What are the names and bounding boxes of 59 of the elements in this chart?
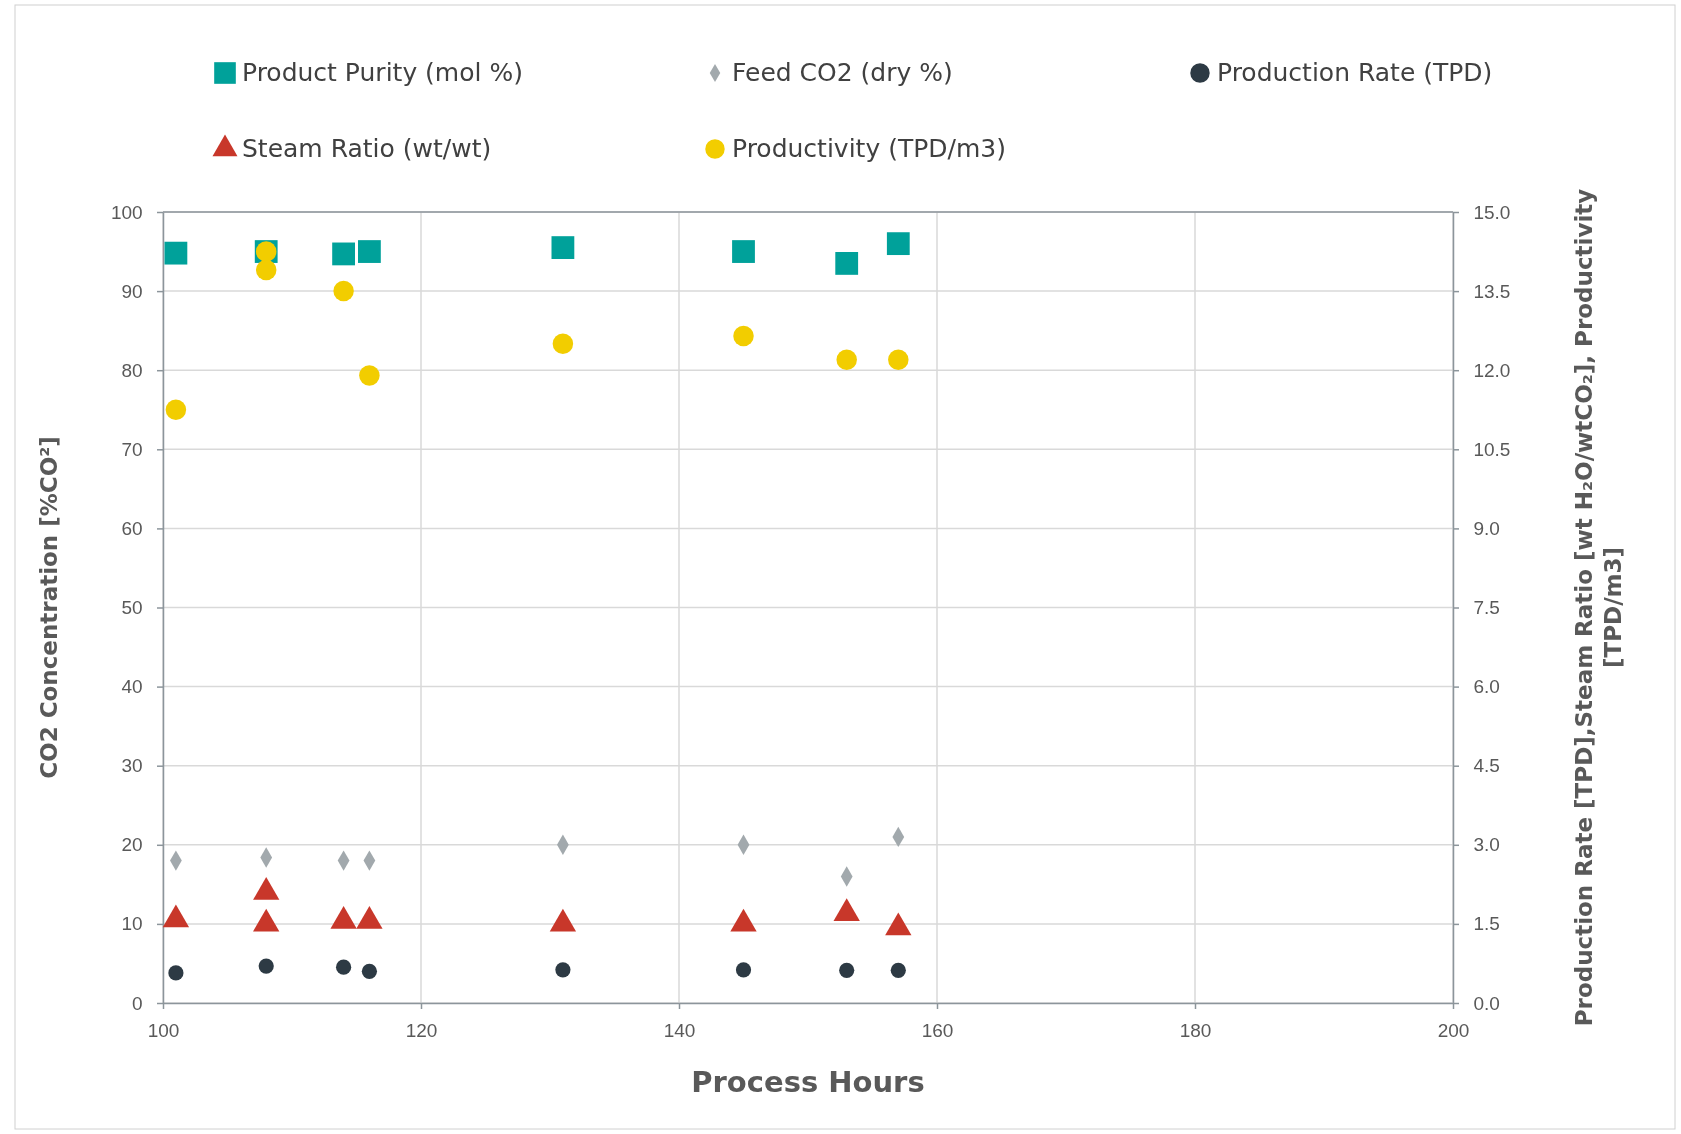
point <box>888 349 909 370</box>
point <box>258 958 274 974</box>
y2-tick-label: 15.0 <box>1473 201 1511 223</box>
legend-label: Productivity (TPD/m3) <box>732 134 1006 163</box>
x-tick-label: 120 <box>405 1019 438 1041</box>
legend-label: Feed CO2 (dry %) <box>732 58 953 87</box>
point <box>255 259 277 281</box>
point <box>886 232 910 256</box>
y2-tick-label: 13.5 <box>1473 280 1511 302</box>
point <box>332 242 355 266</box>
x-tick-label: 180 <box>1179 1019 1212 1041</box>
point <box>168 965 184 981</box>
y-tick-label: 30 <box>121 755 143 777</box>
y-tick-label: 40 <box>121 676 143 698</box>
y2-axis-title: Production Rate [TPD],Steam Ratio [wt H₂O/wtCO₂], Productivity [TPD/m3] <box>1571 188 1626 1027</box>
legend-label: Product Purity (mol %) <box>242 58 523 87</box>
y2-tick-label: 7.5 <box>1473 597 1500 619</box>
y-tick-label: 100 <box>110 201 143 223</box>
point <box>890 962 906 978</box>
y-tick-label: 70 <box>121 438 143 460</box>
point <box>735 962 752 978</box>
y2-tick-label: 9.0 <box>1473 517 1500 539</box>
point <box>835 252 859 275</box>
x-tick-label: 200 <box>1437 1019 1470 1041</box>
point <box>552 333 574 355</box>
x-tick-label: 160 <box>921 1019 954 1041</box>
point <box>555 962 571 978</box>
legend-label: Steam Ratio (wt/wt) <box>242 134 492 163</box>
y2-tick-label: 12.0 <box>1473 359 1511 381</box>
y-tick-label: 60 <box>121 517 143 539</box>
y2-tick-label: 0.0 <box>1473 992 1500 1014</box>
x-axis-title: Process Hours <box>691 1065 925 1099</box>
y2-tick-label: 1.5 <box>1473 913 1500 935</box>
y-tick-label: 10 <box>121 913 143 935</box>
point <box>839 962 855 978</box>
y-axis-title: CO2 Concentration [%CO²] <box>36 436 62 779</box>
y2-tick-label: 4.5 <box>1473 755 1500 777</box>
x-tick-label: 100 <box>147 1019 180 1041</box>
y2-tick-label: 6.0 <box>1473 676 1500 698</box>
point <box>359 365 380 386</box>
point <box>358 240 381 263</box>
point <box>165 399 187 420</box>
point <box>836 349 857 370</box>
point <box>361 963 377 979</box>
y-tick-label: 0 <box>132 992 143 1014</box>
y2-tick-label: 3.0 <box>1473 834 1500 856</box>
point <box>733 325 754 347</box>
point <box>164 241 188 265</box>
x-tick-label: 140 <box>663 1019 696 1041</box>
point <box>551 236 575 259</box>
point <box>732 240 755 263</box>
y2-tick-label: 10.5 <box>1473 438 1511 460</box>
y-tick-label: 50 <box>121 597 143 619</box>
legend-label: Production Rate (TPD) <box>1217 58 1493 87</box>
y-tick-label: 90 <box>121 280 143 302</box>
point <box>333 280 354 302</box>
point <box>336 959 352 975</box>
y-tick-label: 20 <box>121 834 143 856</box>
y-tick-label: 80 <box>121 359 143 381</box>
